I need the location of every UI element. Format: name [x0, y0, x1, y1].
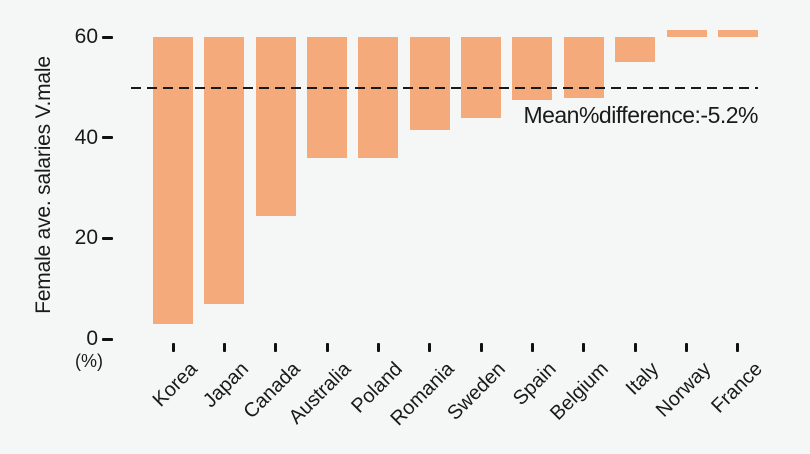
x-tick-label-italy: Italy — [622, 358, 664, 400]
x-tick-mark-canada — [274, 343, 278, 352]
bar-romania — [409, 37, 450, 131]
x-tick-mark-romania — [428, 343, 432, 352]
y-tick-label-40: 40 — [74, 125, 98, 149]
x-tick-mark-australia — [325, 343, 329, 352]
x-tick-mark-spain — [530, 343, 534, 352]
x-tick-mark-belgium — [582, 343, 586, 352]
bar-spain — [512, 37, 553, 101]
x-tick-label-norway: Norway — [651, 358, 716, 422]
x-tick-mark-italy — [633, 343, 637, 352]
x-tick-mark-poland — [376, 343, 380, 352]
y-tick-mark-60 — [102, 35, 113, 39]
mean-annotation: Mean%difference:-5.2% — [523, 101, 758, 128]
bar-poland — [358, 37, 399, 158]
y-tick-label-0: 0 — [86, 327, 98, 350]
x-tick-label-france: France — [706, 358, 767, 418]
y-tick-mark-20 — [102, 236, 113, 240]
y-axis-unit-label: (%) — [75, 351, 103, 371]
y-tick-mark-0 — [102, 337, 113, 341]
y-tick-mark-40 — [102, 136, 113, 140]
y-tick-label-60: 60 — [74, 25, 98, 49]
y-tick-label-20: 20 — [74, 226, 98, 250]
bar-sweden — [461, 37, 502, 118]
mean-dashed-line — [131, 86, 758, 89]
x-tick-mark-norway — [685, 343, 688, 352]
bar-canada — [255, 37, 296, 216]
bar-korea — [153, 37, 193, 324]
x-tick-label-korea: Korea — [148, 358, 202, 412]
x-tick-mark-japan — [222, 343, 226, 352]
bar-norway — [666, 29, 707, 38]
bar-japan — [204, 37, 245, 304]
x-tick-mark-sweden — [479, 343, 483, 352]
x-tick-mark-korea — [171, 343, 175, 352]
y-axis-title: Female ave. salaries V.male — [32, 56, 55, 314]
bar-france — [717, 29, 758, 38]
bar-italy — [615, 37, 656, 63]
x-tick-mark-france — [736, 343, 740, 352]
bar-australia — [307, 37, 348, 158]
